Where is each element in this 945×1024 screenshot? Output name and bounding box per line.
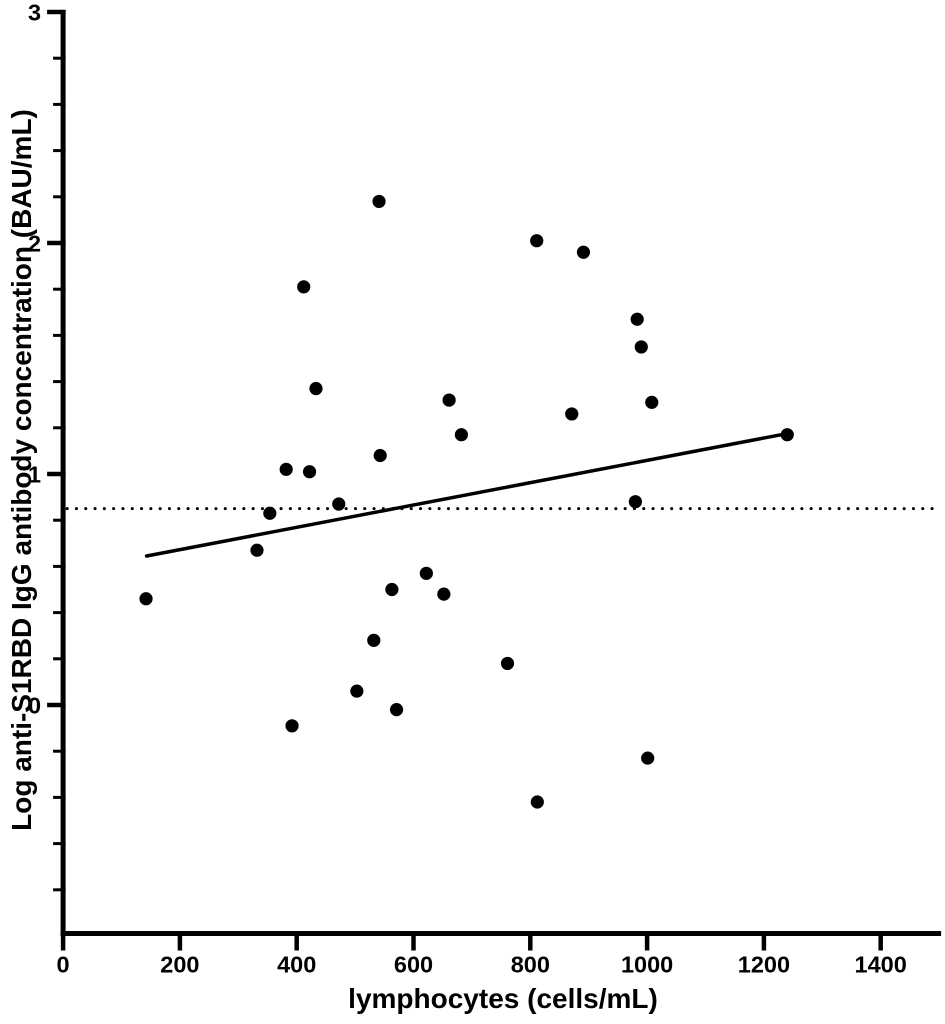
data-point: [373, 448, 387, 463]
data-point: [279, 462, 293, 476]
data-point: [297, 280, 311, 294]
x-tick-label: 600: [394, 952, 433, 978]
regression-line: [144, 431, 790, 558]
data-point: [419, 566, 433, 580]
x-tick-label: 1000: [621, 952, 673, 978]
x-tick-label: 1400: [855, 952, 907, 978]
data-point: [628, 495, 643, 509]
data-point: [530, 234, 544, 248]
data-point: [372, 194, 386, 209]
data-point: [389, 703, 404, 717]
y-tick-label: 0: [28, 693, 41, 719]
y-tick-label: 2: [28, 231, 41, 257]
x-tick-label: 400: [277, 952, 316, 978]
x-tick-label: 0: [57, 952, 70, 978]
data-point: [332, 497, 346, 511]
x-tick-label: 200: [160, 952, 199, 978]
data-point: [139, 592, 153, 606]
data-point: [302, 465, 317, 479]
data-point: [780, 428, 794, 442]
data-point: [630, 312, 644, 326]
data-point: [645, 395, 659, 409]
y-tick-label: 1: [28, 462, 41, 488]
data-point: [263, 506, 277, 520]
data-point: [285, 719, 299, 733]
data-point: [565, 407, 579, 421]
data-point: [367, 633, 381, 647]
data-point: [350, 684, 364, 698]
x-axis-title: lymphocytes (cells/mL): [348, 983, 658, 1014]
data-point: [442, 393, 456, 407]
y-tick-label: 3: [28, 0, 41, 26]
data-point: [500, 656, 515, 671]
data-point: [437, 587, 451, 601]
x-tick-label: 800: [511, 952, 550, 978]
data-point: [309, 381, 323, 396]
data-point: [454, 428, 468, 442]
data-point: [634, 340, 648, 354]
data-point: [641, 751, 655, 765]
data-point: [385, 582, 399, 597]
y-axis-title: Log anti-S1RBD IgG antibody concentratio…: [6, 109, 37, 831]
data-point: [250, 543, 264, 557]
x-tick-label: 1200: [738, 952, 790, 978]
data-point: [530, 795, 544, 809]
data-point: [576, 245, 591, 259]
